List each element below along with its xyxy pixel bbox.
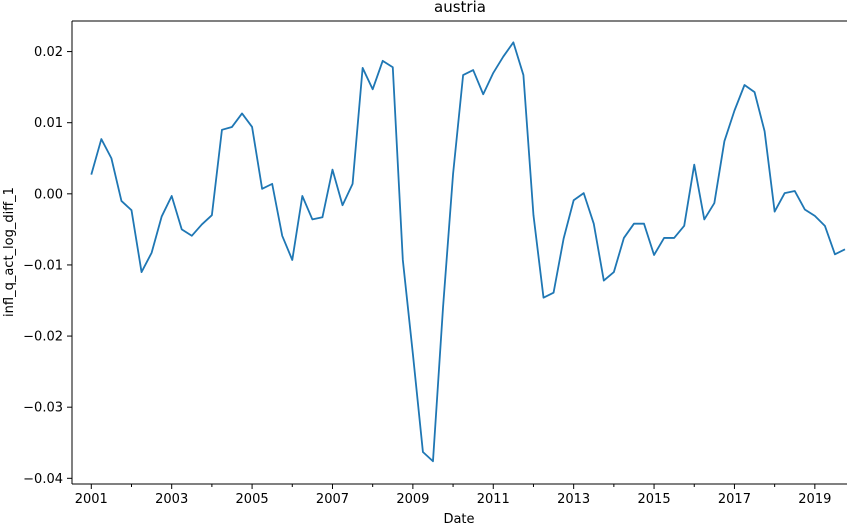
y-tick-label: 0.01 [34, 116, 63, 131]
x-tick-label: 2015 [638, 492, 671, 507]
x-tick-label: 2019 [798, 492, 831, 507]
y-tick-label: −0.02 [23, 330, 63, 345]
x-axis-label: Date [443, 512, 474, 525]
x-tick-label: 2017 [718, 492, 751, 507]
y-axis-ticks: −0.04 −0.03 −0.02 −0.01 0.00 0.01 0.02 [23, 45, 72, 487]
x-axis-ticks: 2001 2003 2005 2007 2009 2011 2013 2015 2017 2019 [75, 484, 831, 507]
x-tick-label: 2009 [396, 492, 429, 507]
y-axis-label: infl_q_act_log_diff_1 [2, 187, 17, 317]
chart-title: austria [434, 0, 486, 16]
series-group [90, 41, 846, 463]
x-tick-label: 2011 [477, 492, 510, 507]
y-tick-label: 0.02 [34, 45, 63, 60]
x-tick-label: 2013 [557, 492, 590, 507]
x-tick-label: 2007 [316, 492, 349, 507]
y-tick-label: −0.04 [23, 472, 63, 487]
series-line [90, 41, 846, 463]
y-tick-label: 0.00 [34, 187, 63, 202]
x-tick-label: 2003 [155, 492, 188, 507]
x-tick-label: 2005 [236, 492, 269, 507]
x-tick-label: 2001 [75, 492, 108, 507]
y-tick-label: −0.01 [23, 258, 63, 273]
plot-spines [71, 20, 847, 485]
y-tick-label: −0.03 [23, 401, 63, 416]
